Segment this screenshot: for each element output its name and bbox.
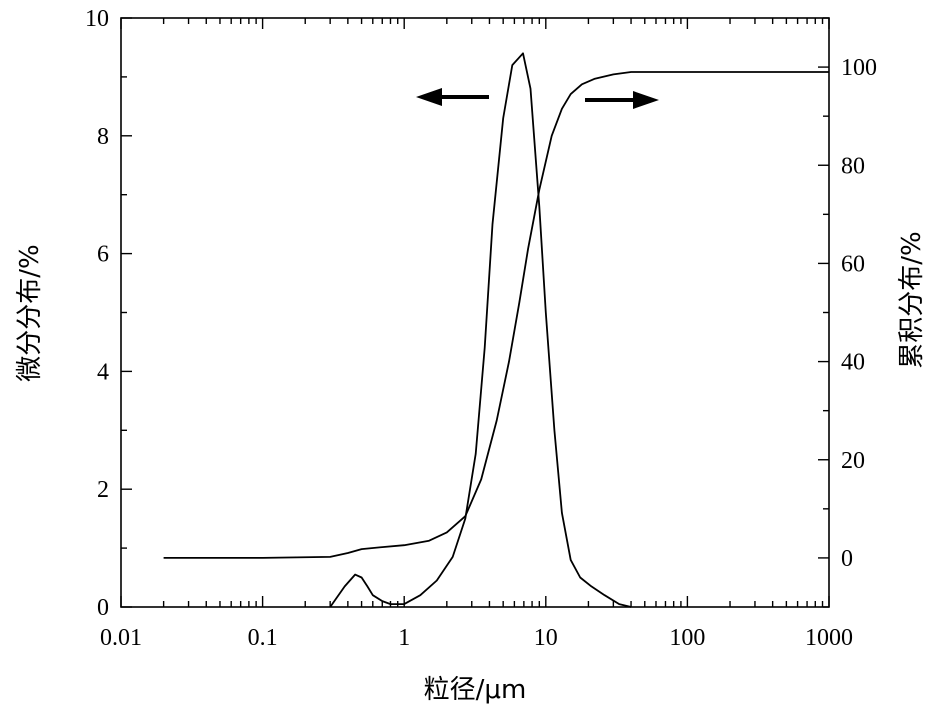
right-arrow-head	[633, 91, 659, 109]
y-left-tick-label: 0	[97, 595, 109, 621]
y-left-axis-title: 微分分布/%	[15, 244, 45, 381]
y-left-tick-label: 2	[97, 477, 109, 503]
differential-distribution-line	[329, 52, 632, 608]
y-right-tick-label: 0	[841, 546, 853, 572]
x-tick-label: 0.1	[248, 625, 278, 651]
y-right-axis-title: 累积分布/%	[897, 231, 927, 368]
y-right-tick-label: 40	[841, 350, 865, 376]
series-layer	[163, 52, 829, 608]
left-arrow-head	[416, 88, 442, 106]
ticks-layer	[120, 17, 830, 608]
x-axis-title: 粒径/μm	[424, 675, 527, 705]
plot-frame	[120, 17, 830, 608]
y-right-tick-label: 20	[841, 448, 865, 474]
y-left-tick-label: 6	[97, 242, 109, 268]
x-tick-label: 1000	[805, 625, 853, 651]
cumulative-distribution-line	[163, 71, 829, 559]
y-right-tick-label: 100	[841, 55, 877, 81]
x-tick-label: 100	[669, 625, 705, 651]
y-right-tick-label: 60	[841, 251, 865, 277]
y-right-tick-label: 80	[841, 153, 865, 179]
x-tick-label: 10	[534, 625, 558, 651]
y-left-tick-label: 8	[97, 124, 109, 150]
x-tick-label: 0.01	[100, 625, 142, 651]
left-arrow	[416, 88, 489, 106]
x-tick-label: 1	[398, 625, 410, 651]
y-left-tick-label: 10	[85, 6, 109, 32]
y-left-tick-label: 4	[97, 359, 109, 385]
right-arrow	[585, 91, 659, 109]
